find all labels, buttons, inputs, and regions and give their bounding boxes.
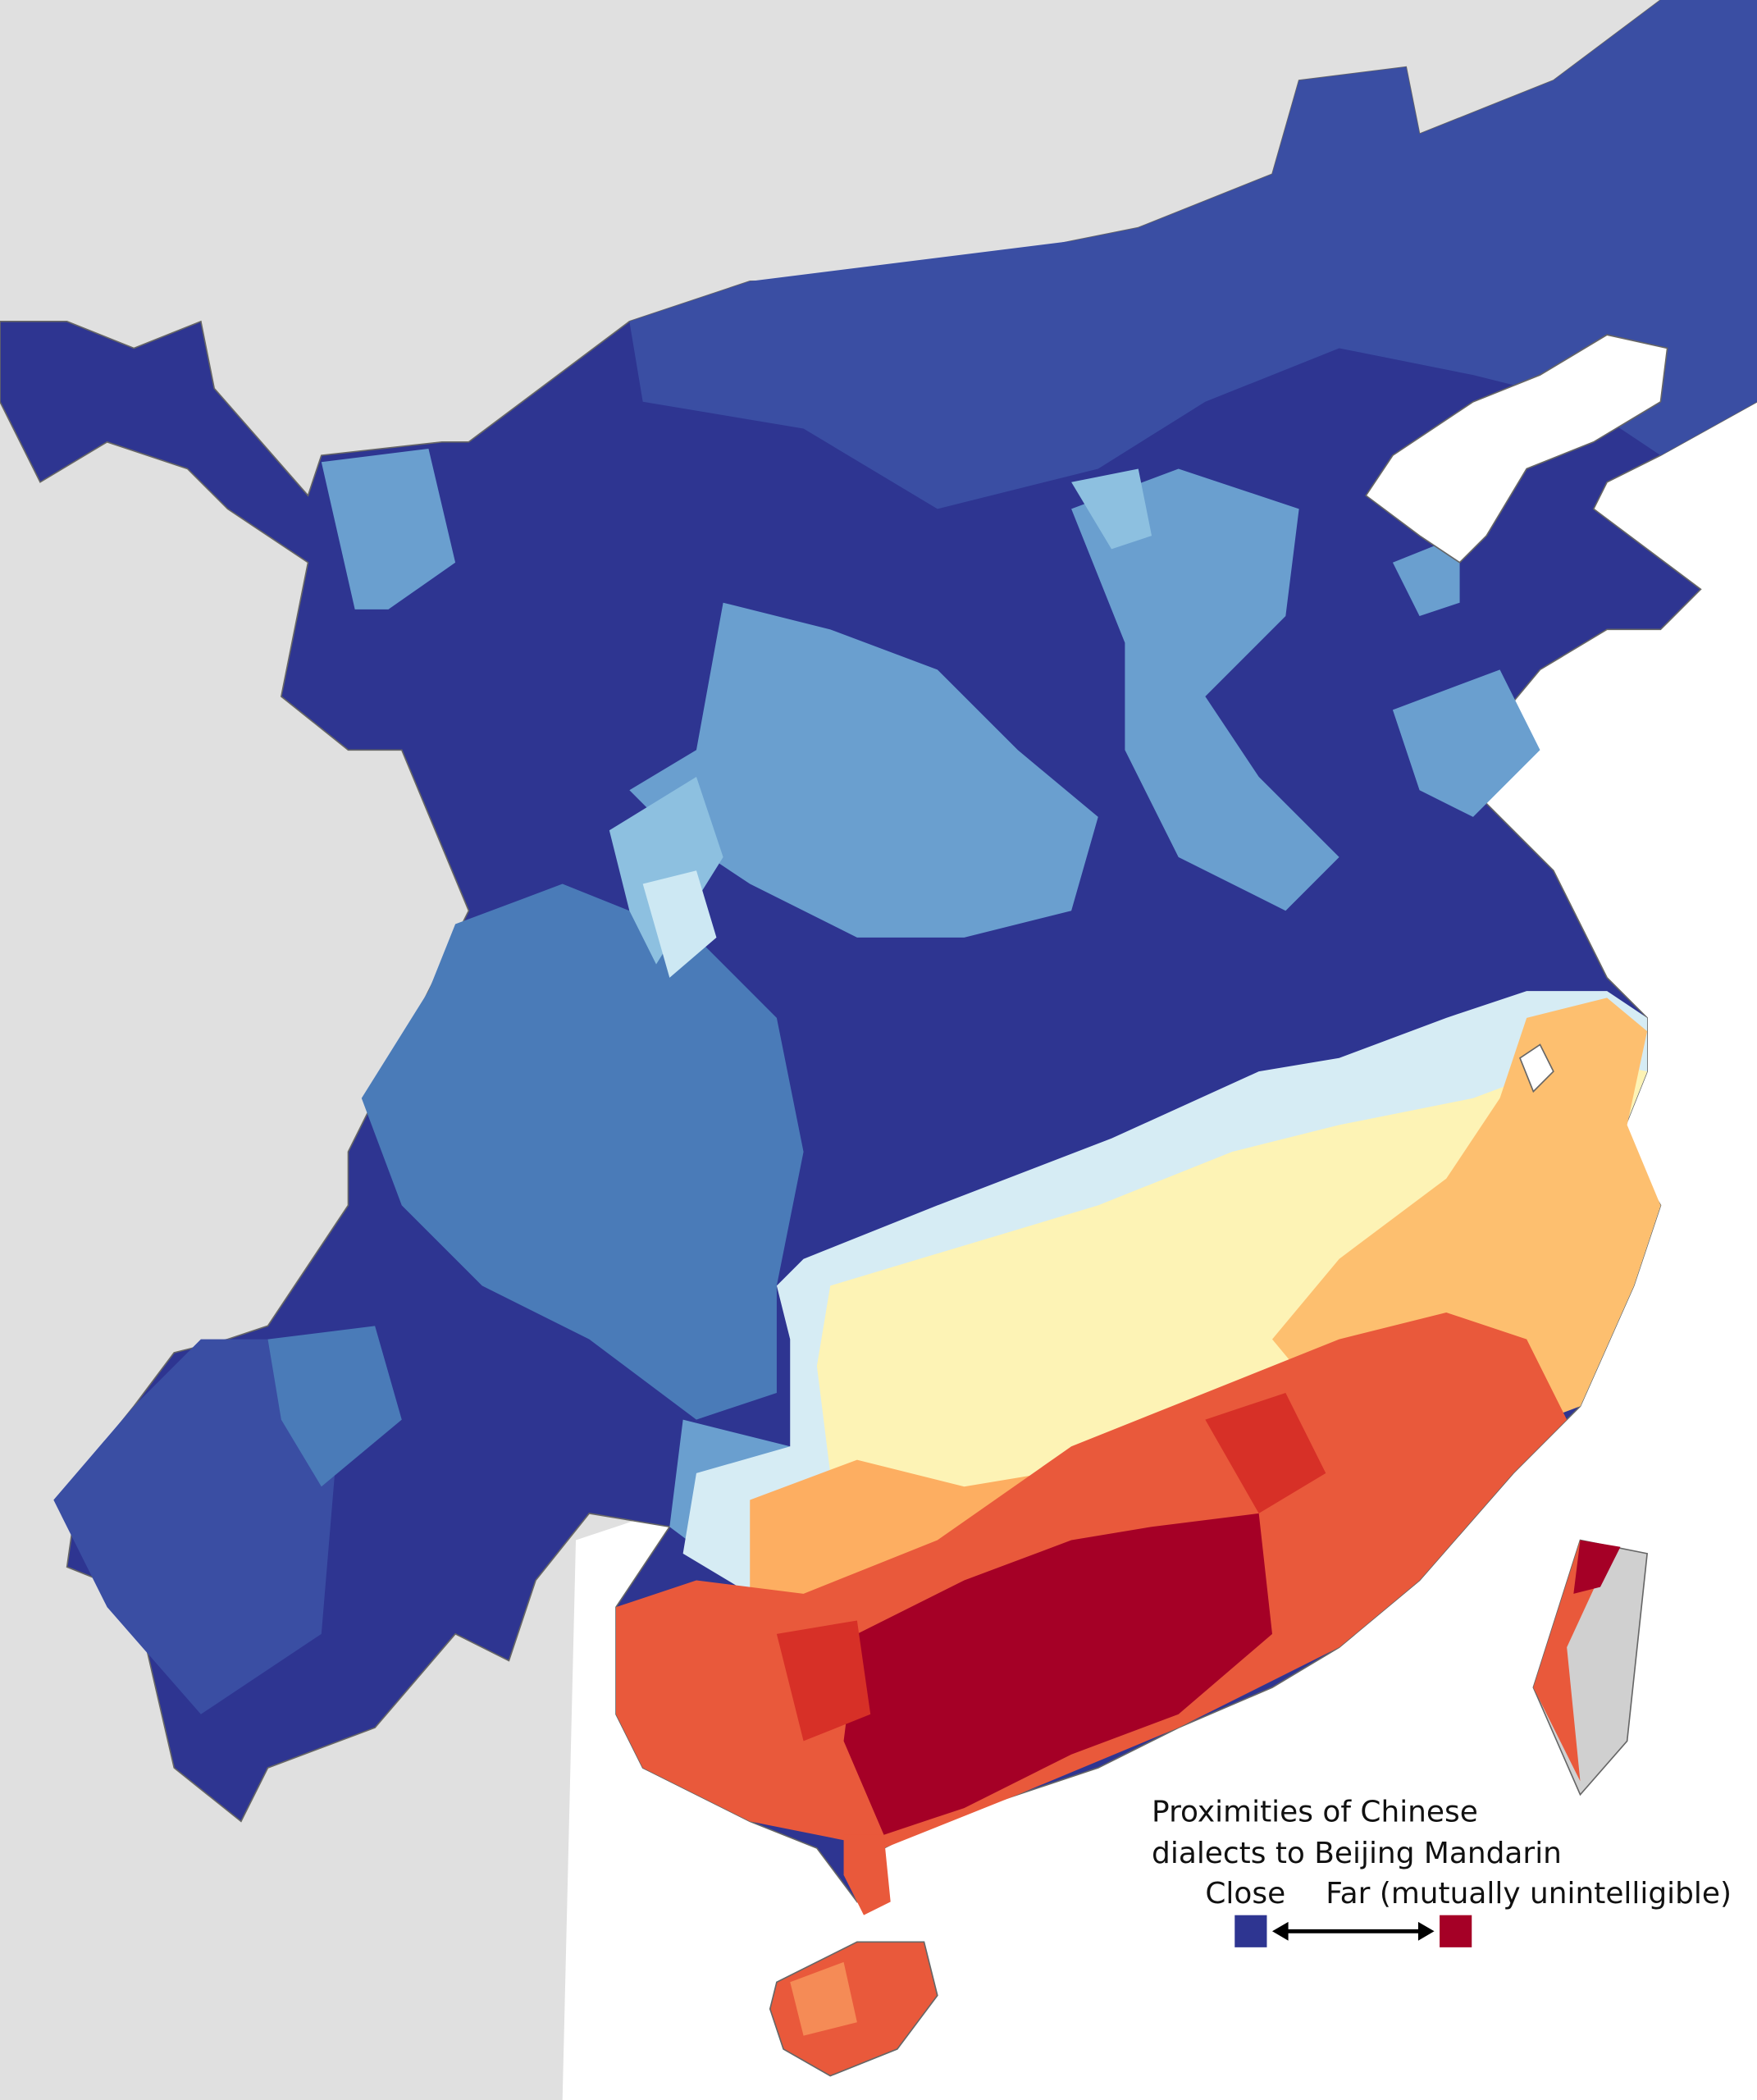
region-mid-light (1071, 468, 1339, 911)
leizhou (843, 1834, 891, 1915)
legend-far-swatch (1440, 1915, 1472, 1947)
legend-title: dialects to Beijing Mandarin (1152, 1837, 1562, 1870)
region-mid-light (1392, 669, 1540, 817)
lake (1519, 1043, 1554, 1093)
taiwan-north (1573, 1540, 1621, 1594)
region-very-far (776, 1620, 871, 1742)
region-mid-light (629, 602, 1098, 938)
legend: Proximities of Chinese dialects to Beiji… (1152, 1795, 1732, 1947)
region-pale (642, 870, 717, 978)
legend-arrowhead (1271, 1921, 1289, 1941)
bohai-sea (1365, 334, 1668, 564)
region-mid-light (1392, 536, 1460, 617)
region-mid (267, 1326, 402, 1487)
legend-arrowhead (1417, 1921, 1435, 1941)
region-near (53, 1339, 335, 1714)
legend-title: Proximities of Chinese (1152, 1795, 1478, 1828)
hainan-region (790, 1961, 857, 2036)
legend-close-label: Close (1205, 1877, 1285, 1911)
region-near (629, 0, 1757, 509)
region-mid-light (321, 448, 456, 609)
legend-far-label: Far (mutually unintelligible) (1326, 1877, 1732, 1911)
legend-close-swatch (1234, 1915, 1267, 1947)
region-light (1071, 468, 1152, 550)
region-very-far (1205, 1392, 1326, 1513)
region-light (609, 776, 723, 965)
taiwan-west (1533, 1540, 1608, 1782)
region-far (750, 1459, 1072, 1608)
region-farthest (843, 1513, 1272, 1835)
region-mid (361, 883, 804, 1420)
